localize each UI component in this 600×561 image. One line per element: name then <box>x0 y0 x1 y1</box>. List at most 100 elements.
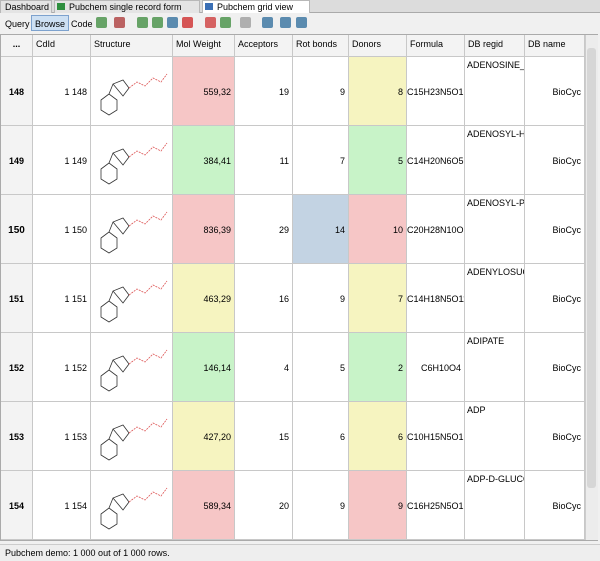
structure-image <box>100 418 168 461</box>
donors-cell[interactable]: 5 <box>349 126 407 195</box>
db-regid-cell[interactable]: ADP <box>465 402 525 471</box>
mol-weight-cell[interactable]: 559,32 <box>173 57 235 126</box>
formula-cell[interactable]: C10H15N5O1... <box>407 402 465 471</box>
tab[interactable]: Dashboard <box>0 0 52 13</box>
rot-bonds-cell[interactable]: 9 <box>293 471 349 540</box>
row-header[interactable]: 148 <box>1 57 33 126</box>
column-header[interactable]: Formula <box>407 35 465 57</box>
cdid-cell[interactable]: 1 152 <box>33 333 91 402</box>
toolbar-icon[interactable] <box>152 17 163 28</box>
db-name-cell[interactable]: BioCyc <box>525 333 585 402</box>
bond <box>128 418 168 434</box>
cdid-cell[interactable]: 1 149 <box>33 126 91 195</box>
row-header[interactable]: 153 <box>1 402 33 471</box>
column-header[interactable]: ... <box>1 35 33 57</box>
rot-bonds-cell[interactable]: 7 <box>293 126 349 195</box>
db-regid-cell[interactable]: ADENOSYL-HOM <box>465 126 525 195</box>
db-regid-cell[interactable]: ADENOSINE_DIP <box>465 57 525 126</box>
db-name-cell[interactable]: BioCyc <box>525 57 585 126</box>
tab-icon <box>205 3 213 10</box>
db-regid-cell[interactable]: ADENOSYL-P4 <box>465 195 525 264</box>
scroll-thumb[interactable] <box>587 48 596 488</box>
column-header[interactable]: DB regid <box>465 35 525 57</box>
db-name-cell[interactable]: BioCyc <box>525 195 585 264</box>
toolbar-icon[interactable] <box>137 17 148 28</box>
toolbar-icon[interactable] <box>296 17 307 28</box>
donors-cell[interactable]: 2 <box>349 333 407 402</box>
toolbar-icon[interactable] <box>182 17 193 28</box>
donors-cell[interactable]: 7 <box>349 264 407 333</box>
mol-weight-cell[interactable]: 427,20 <box>173 402 235 471</box>
donors-cell[interactable]: 8 <box>349 57 407 126</box>
acceptors-cell[interactable]: 16 <box>235 264 293 333</box>
toolbar-icon[interactable] <box>167 17 178 28</box>
formula-cell[interactable]: C14H18N5O11P <box>407 264 465 333</box>
formula-cell[interactable]: C15H23N5O1... <box>407 57 465 126</box>
row-header[interactable]: 150 <box>1 195 33 264</box>
column-header[interactable]: Structure <box>91 35 173 57</box>
bond <box>100 148 130 185</box>
cdid-cell[interactable]: 1 150 <box>33 195 91 264</box>
acceptors-cell[interactable]: 4 <box>235 333 293 402</box>
toolbar-icon[interactable] <box>280 17 291 28</box>
mol-weight-cell[interactable]: 384,41 <box>173 126 235 195</box>
db-name-cell[interactable]: BioCyc <box>525 264 585 333</box>
db-regid-cell[interactable]: ADP-D-GLUCOSE <box>465 471 525 540</box>
column-header[interactable]: Mol Weight <box>173 35 235 57</box>
cdid-cell[interactable]: 1 148 <box>33 57 91 126</box>
acceptors-cell[interactable]: 20 <box>235 471 293 540</box>
toolbar-icon[interactable] <box>96 17 107 28</box>
bond <box>128 142 168 158</box>
tab[interactable]: Pubchem grid view <box>202 0 310 13</box>
acceptors-cell[interactable]: 11 <box>235 126 293 195</box>
db-name-cell[interactable]: BioCyc <box>525 402 585 471</box>
acceptors-cell[interactable]: 29 <box>235 195 293 264</box>
column-header[interactable]: CdId <box>33 35 91 57</box>
db-name-cell[interactable]: BioCyc <box>525 126 585 195</box>
cdid-cell[interactable]: 1 151 <box>33 264 91 333</box>
toolbar-button[interactable]: Code <box>71 19 93 29</box>
formula-cell[interactable]: C16H25N5O1... <box>407 471 465 540</box>
mol-weight-cell[interactable]: 836,39 <box>173 195 235 264</box>
toolbar-icon[interactable] <box>220 17 231 28</box>
db-regid-cell[interactable]: ADIPATE <box>465 333 525 402</box>
donors-cell[interactable]: 10 <box>349 195 407 264</box>
rot-bonds-cell[interactable]: 14 <box>293 195 349 264</box>
db-regid-cell[interactable]: ADENYLOSUCC <box>465 264 525 333</box>
rot-bonds-cell[interactable]: 6 <box>293 402 349 471</box>
mol-weight-cell[interactable]: 589,34 <box>173 471 235 540</box>
db-name-cell[interactable]: BioCyc <box>525 471 585 540</box>
donors-cell[interactable]: 6 <box>349 402 407 471</box>
mol-weight-cell[interactable]: 146,14 <box>173 333 235 402</box>
toolbar-icon[interactable] <box>114 17 125 28</box>
row-header[interactable]: 152 <box>1 333 33 402</box>
row-header[interactable]: 149 <box>1 126 33 195</box>
acceptors-cell[interactable]: 19 <box>235 57 293 126</box>
formula-cell[interactable]: C20H28N10O... <box>407 195 465 264</box>
column-header[interactable]: Acceptors <box>235 35 293 57</box>
acceptors-cell[interactable]: 15 <box>235 402 293 471</box>
grid: ... CdId Structure Mol Weight Acceptors Rot b… <box>0 34 598 541</box>
donors-cell[interactable]: 9 <box>349 471 407 540</box>
toolbar-icon[interactable] <box>205 17 216 28</box>
formula-cell[interactable]: C6H10O4 <box>407 333 465 402</box>
rot-bonds-cell[interactable]: 9 <box>293 57 349 126</box>
cdid-cell[interactable]: 1 154 <box>33 471 91 540</box>
row-header[interactable]: 151 <box>1 264 33 333</box>
column-header[interactable]: DB name <box>525 35 585 57</box>
toolbar-button[interactable]: Query <box>5 19 30 29</box>
tab-icon <box>57 3 65 10</box>
row-header[interactable]: 154 <box>1 471 33 540</box>
formula-cell[interactable]: C14H20N6O5S <box>407 126 465 195</box>
toolbar-icon[interactable] <box>240 17 251 28</box>
rot-bonds-cell[interactable]: 5 <box>293 333 349 402</box>
column-header[interactable]: Donors <box>349 35 407 57</box>
toolbar-button[interactable]: Browse <box>31 15 70 31</box>
toolbar-icon[interactable] <box>262 17 273 28</box>
cdid-cell[interactable]: 1 153 <box>33 402 91 471</box>
rot-bonds-cell[interactable]: 9 <box>293 264 349 333</box>
tab[interactable]: Pubchem single record form <box>54 0 200 13</box>
mol-weight-cell[interactable]: 463,29 <box>173 264 235 333</box>
column-header[interactable]: Rot bonds <box>293 35 349 57</box>
